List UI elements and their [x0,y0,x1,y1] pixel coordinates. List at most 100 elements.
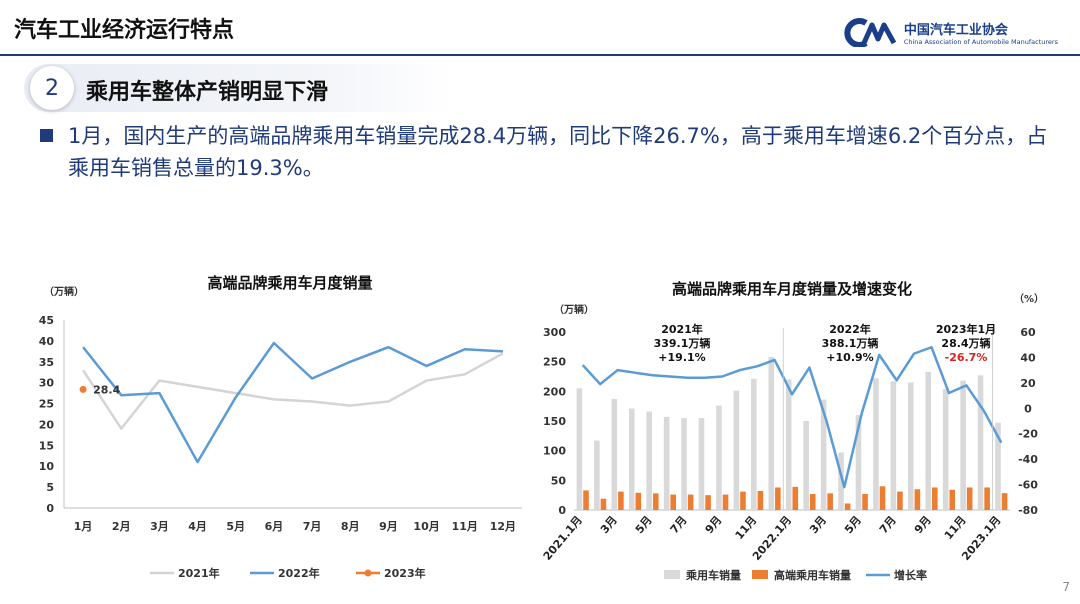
x-tick-label: 3月 [150,520,169,533]
logo-name-cn: 中国汽车工业协会 [903,22,1008,38]
legend-swatch [664,570,680,579]
bar-total [942,388,949,510]
y-tick-label: 25 [39,398,54,411]
y2-tick-label: -40 [1018,453,1038,466]
x-tick-label: 7月 [877,514,899,537]
bar-total [907,382,914,510]
caam-logo: 中国汽车工业协会 China Association of Automobile… [844,14,1058,50]
y-tick-label: 35 [39,356,54,369]
x-tick-label: 7月 [303,520,322,533]
bar-total [576,388,583,510]
y-axis-unit: （万辆） [554,303,594,316]
legend-label: 2023年 [384,566,426,580]
bar-total [960,380,966,510]
bar-premium [966,487,973,510]
legend-label: 乘用车销量 [685,568,741,582]
bar-premium [652,493,659,510]
bar-chart-sales-growth: 高端品牌乘用车月度销量及增速变化（万辆）（%）05010015020025030… [541,280,1044,582]
legend-label: 增长率 [894,568,927,582]
legend-item-growth: 增长率 [866,568,927,582]
x-tick-label: 12月 [490,520,516,533]
bar-total [925,371,932,510]
bar-premium [705,495,711,510]
x-tick-label: 2021.1月 [541,514,585,563]
x-tick-label: 11月 [942,514,969,543]
y-tick-label: 50 [551,474,567,487]
bar-premium [618,491,624,510]
x-tick-label: 3月 [807,514,829,537]
x-tick-label: 8月 [341,520,360,533]
bar-premium [932,487,938,510]
y-tick-label: 0 [46,502,54,515]
page-title: 汽车工业经济运行特点 [14,18,235,43]
bar-total [873,378,879,510]
legend-label: 2021年 [178,566,220,580]
y-axis-unit: （万辆） [44,285,84,298]
bar-premium [757,491,764,510]
series-line-growth [581,346,1003,489]
x-tick-label: 10月 [413,520,439,533]
bar-premium [897,491,903,510]
y-tick-label: 150 [543,415,566,428]
x-tick-label: 9月 [703,514,725,537]
bar-total [628,408,635,510]
bar-premium [740,491,746,510]
bar-premium [914,489,921,510]
legend-item-2023年: 2023年 [356,566,426,580]
y2-tick-label: 60 [1020,326,1036,339]
y2-tick-label: 0 [1024,402,1032,415]
legend-item-total: 乘用车销量 [664,568,741,582]
legend-item-2022年: 2022年 [250,566,320,580]
bar-premium [792,486,799,510]
y-tick-label: 10 [39,460,55,473]
annotation-line: +10.9% [826,351,873,364]
y2-tick-label: -80 [1018,504,1038,517]
page-number: 7 [1062,580,1070,594]
bar-total [663,416,670,510]
x-tick-label: 1月 [74,520,93,533]
bar-total [977,375,984,510]
bar-premium [844,503,851,510]
y2-tick-label: -20 [1018,428,1038,441]
section-number: 2 [30,66,74,110]
annotation-line: 2023年1月 [936,322,996,336]
annotation-line: 2022年 [829,322,871,336]
x-tick-label: 2月 [112,520,131,533]
bar-total [768,356,775,510]
bar-premium [722,494,729,510]
y-tick-label: 300 [543,326,566,339]
bar-total [803,421,809,510]
bar-total [751,378,757,510]
annotation-line: 339.1万辆 [654,336,711,350]
y-tick-label: 250 [543,356,566,369]
bar-total [995,422,1001,510]
x-tick-label: 6月 [265,520,284,533]
bar-total [698,418,705,510]
section-banner [24,64,454,112]
y2-tick-label: 40 [1020,351,1036,364]
y-tick-label: 30 [39,377,55,390]
x-tick-label: 5月 [842,514,864,537]
bullet-square-icon [40,129,53,142]
x-tick-label: 4月 [188,520,207,533]
bar-premium [949,489,956,510]
x-tick-label: 3月 [598,514,620,537]
series-line-2022年 [82,341,503,464]
bar-total [855,415,862,510]
bar-premium [862,493,868,510]
bar-total [890,381,897,510]
bar-total [733,390,740,510]
legend-label: 2022年 [278,566,320,580]
legend-label: 高端乘用车销量 [774,568,851,582]
bar-premium [670,494,677,510]
bar-premium [687,494,694,510]
y2-tick-label: -60 [1018,479,1038,492]
legend-swatch [752,570,768,579]
y-tick-label: 5 [46,481,54,494]
bar-total [594,440,600,510]
x-tick-label: 7月 [668,514,690,537]
bar-premium [809,493,816,510]
data-label: 28.4 [93,383,120,396]
